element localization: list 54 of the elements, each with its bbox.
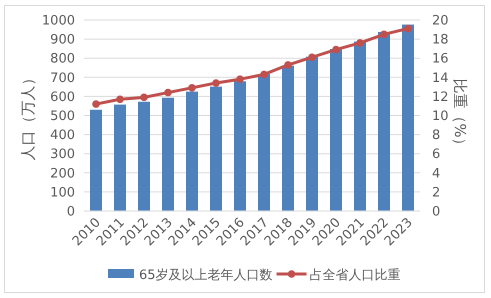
y2-tick-label: 4 xyxy=(432,166,440,182)
point xyxy=(164,88,172,96)
bar xyxy=(210,86,222,211)
y-tick-label: 0 xyxy=(66,204,75,220)
y2-tick-label: 12 xyxy=(432,90,449,105)
y-tick-label: 400 xyxy=(50,128,75,144)
y-tick-label: 300 xyxy=(50,147,75,162)
bar xyxy=(354,42,366,211)
y-tick-label: 700 xyxy=(50,70,75,86)
point xyxy=(356,39,364,47)
y2-tick-label: 18 xyxy=(432,32,449,48)
bar xyxy=(114,104,126,211)
y-tick-label: 800 xyxy=(50,52,75,67)
y2-tick-label: 2 xyxy=(432,185,440,200)
point xyxy=(260,70,268,78)
point xyxy=(92,100,100,108)
bar xyxy=(138,102,150,211)
y2-tick-label: 6 xyxy=(432,147,440,162)
point xyxy=(140,94,148,102)
bar xyxy=(162,98,174,211)
y-tick-label: 100 xyxy=(50,185,75,200)
legend-label: 65岁及以上老年人口数 xyxy=(139,268,273,283)
point xyxy=(116,95,124,104)
bar xyxy=(402,24,414,211)
y-tick-label: 600 xyxy=(50,90,75,105)
y-tick-label: 200 xyxy=(50,166,75,182)
y-axis-title: 人口（万人） xyxy=(19,70,37,160)
y2-axis-title: 比重（%） xyxy=(451,78,469,153)
bar xyxy=(306,56,318,211)
point xyxy=(284,61,292,69)
bar xyxy=(258,74,270,211)
bar xyxy=(282,66,294,211)
y2-tick-label: 20 xyxy=(432,14,449,28)
point xyxy=(188,84,196,92)
bar xyxy=(378,32,390,211)
bar xyxy=(90,110,102,211)
y-tick-label: 500 xyxy=(50,109,75,124)
bar xyxy=(234,81,246,211)
point xyxy=(404,24,412,32)
point xyxy=(380,30,388,38)
point xyxy=(236,75,244,84)
point xyxy=(212,79,220,87)
y2-tick-label: 14 xyxy=(432,70,449,86)
y-tick-label: 1000 xyxy=(42,14,75,28)
legend-label: 占全省人口比重 xyxy=(310,268,401,283)
point xyxy=(332,46,340,54)
y2-tick-label: 10 xyxy=(432,109,449,124)
point xyxy=(308,53,316,62)
bar xyxy=(330,49,342,211)
y2-tick-label: 8 xyxy=(432,128,440,144)
bar xyxy=(186,92,198,211)
y-tick-label: 900 xyxy=(50,32,75,48)
y2-tick-label: 16 xyxy=(432,52,449,67)
y2-tick-label: 0 xyxy=(432,204,440,220)
